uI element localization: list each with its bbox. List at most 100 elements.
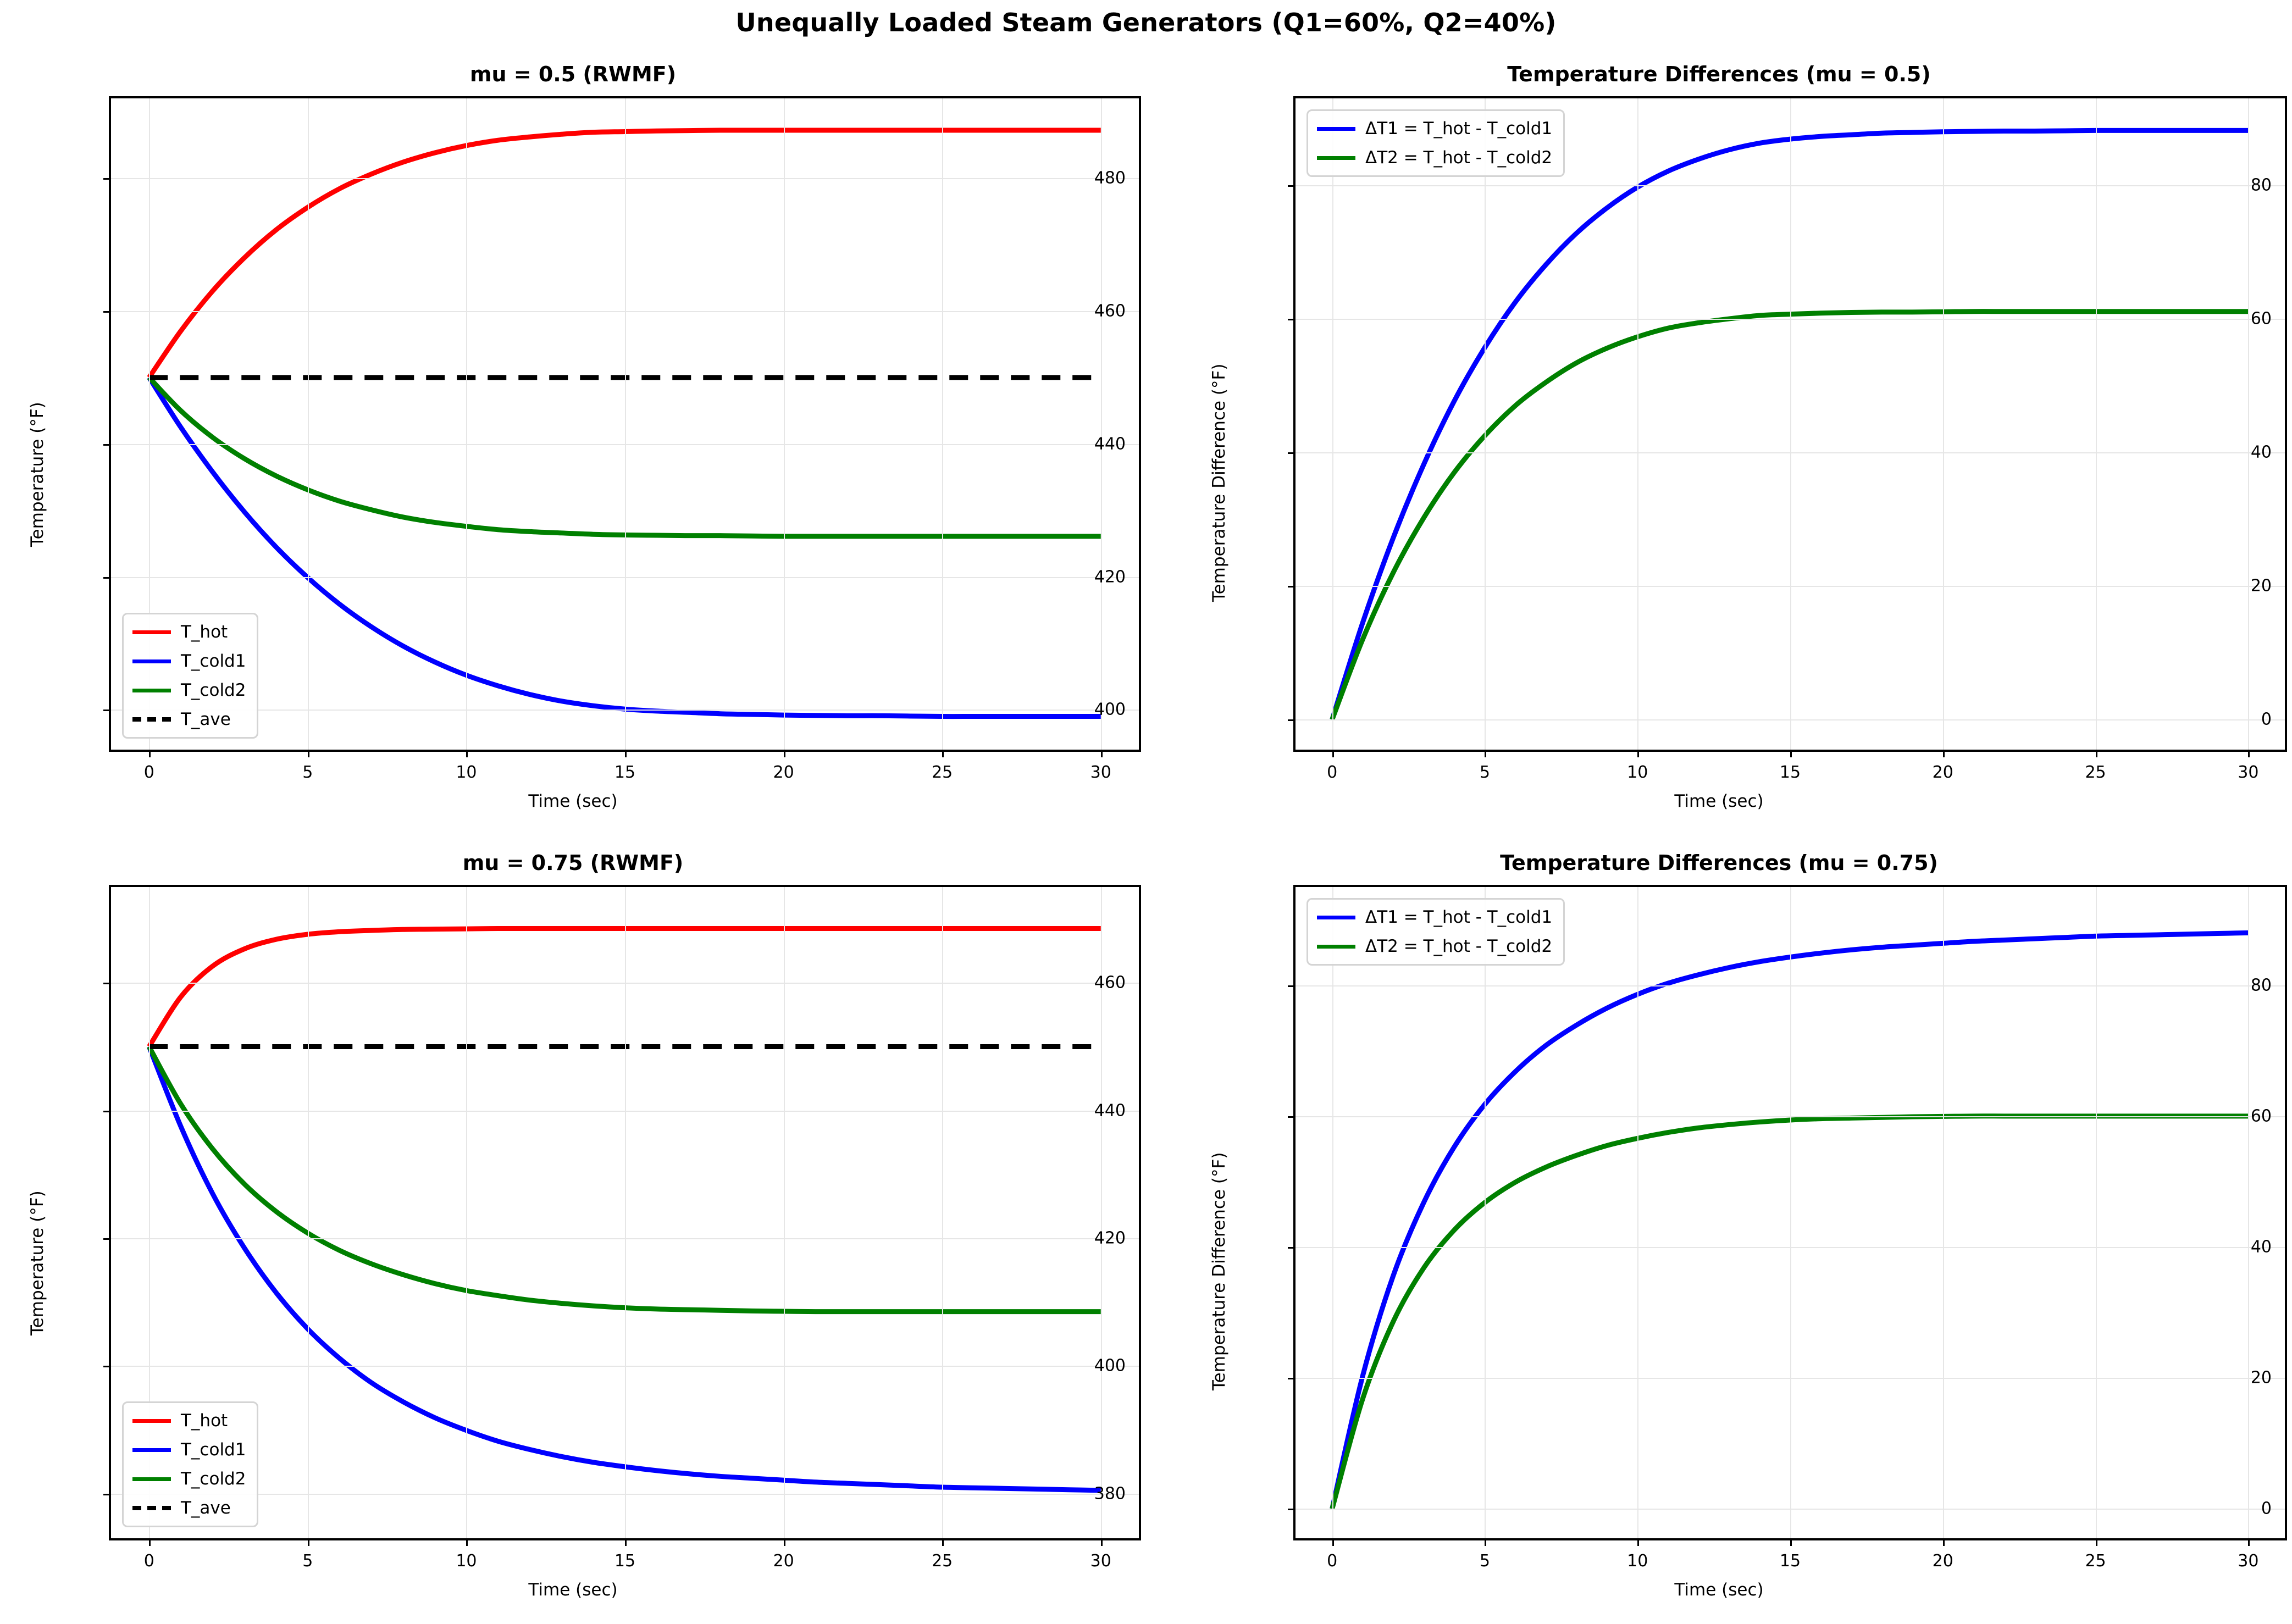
panel-bottom-right: Temperature Differences (mu = 0.75) ΔT1 … <box>1146 841 2292 1610</box>
x-tick-mark <box>1485 750 1487 757</box>
legend-item[interactable]: ΔT1 = T_hot - T_cold1 <box>1317 119 1552 138</box>
y-tick-mark <box>103 1238 111 1240</box>
y-tick-label: 420 <box>1094 567 1126 587</box>
y-tick-label: 420 <box>1094 1228 1126 1248</box>
axes-bottom-right: ΔT1 = T_hot - T_cold1 ΔT2 = T_hot - T_co… <box>1288 885 2287 1571</box>
y-tick-mark <box>103 710 111 712</box>
gridline-vertical <box>149 887 151 1538</box>
gridline-vertical <box>307 98 309 750</box>
y-tick-mark <box>1288 1247 1296 1249</box>
gridline-vertical <box>783 887 785 1538</box>
plot-area-bottom-right <box>1296 887 2285 1538</box>
y-tick-label: 80 <box>2250 175 2272 195</box>
y-tick-label: 20 <box>2250 576 2272 596</box>
legend-label-t-hot: T_hot <box>181 622 228 642</box>
panel-bottom-right-title: Temperature Differences (mu = 0.75) <box>1500 851 1938 875</box>
x-tick-mark <box>1485 1538 1487 1546</box>
legend-top-left[interactable]: T_hot T_cold1 T_cold2 T_ave <box>122 613 259 739</box>
x-tick-label: 25 <box>2085 763 2106 782</box>
y-tick-label: 440 <box>1094 1101 1126 1121</box>
legend-item[interactable]: T_ave <box>132 1498 246 1518</box>
gridline-vertical <box>466 98 468 750</box>
legend-label-t-cold2: T_cold2 <box>181 680 246 700</box>
legend-bottom-left[interactable]: T_hot T_cold1 T_cold2 T_ave <box>122 1401 259 1527</box>
plot-area-top-right <box>1296 98 2285 750</box>
x-tick-label: 0 <box>1327 763 1338 782</box>
legend-top-right[interactable]: ΔT1 = T_hot - T_cold1 ΔT2 = T_hot - T_co… <box>1306 109 1565 177</box>
x-tick-mark <box>2248 1538 2250 1546</box>
gridline-vertical <box>1790 887 1791 1538</box>
y-tick-label: 0 <box>2261 1499 2272 1518</box>
y-tick-mark <box>103 1110 111 1112</box>
legend-item[interactable]: ΔT2 = T_hot - T_cold2 <box>1317 148 1552 168</box>
y-tick-label: 60 <box>2250 1106 2272 1126</box>
legend-item[interactable]: T_ave <box>132 710 246 729</box>
x-tick-mark <box>783 750 785 757</box>
panel-bottom-left-title: mu = 0.75 (RWMF) <box>462 851 684 875</box>
legend-item[interactable]: T_cold2 <box>132 1469 246 1489</box>
legend-item[interactable]: T_cold1 <box>132 1440 246 1460</box>
gridline-vertical <box>2248 887 2250 1538</box>
series-line-t1-t-hot-t-cold1 <box>1330 128 2249 720</box>
x-tick-mark <box>1100 750 1103 757</box>
xlabel-bottom-left: Time (sec) <box>528 1580 618 1600</box>
y-tick-label: 480 <box>1094 168 1126 188</box>
y-tick-mark <box>103 444 111 446</box>
x-tick-mark <box>307 1538 309 1546</box>
x-tick-mark <box>1942 1538 1945 1546</box>
legend-item[interactable]: ΔT1 = T_hot - T_cold1 <box>1317 907 1552 927</box>
legend-item[interactable]: T_cold1 <box>132 651 246 671</box>
legend-item[interactable]: T_hot <box>132 622 246 642</box>
legend-swatch-t-cold2 <box>132 1477 171 1481</box>
y-tick-label: 380 <box>1094 1484 1126 1504</box>
x-tick-label: 15 <box>614 1551 636 1571</box>
plot-area-bottom-left <box>111 887 1139 1538</box>
curves-top-right <box>1330 128 2249 720</box>
x-tick-label: 30 <box>2238 1551 2259 1571</box>
gridline-vertical <box>1637 887 1639 1538</box>
legend-swatch-t-cold2 <box>132 688 171 692</box>
x-tick-mark <box>2095 750 2097 757</box>
y-tick-mark <box>1288 1116 1296 1118</box>
gridline-vertical <box>307 887 309 1538</box>
x-tick-mark <box>1790 1538 1792 1546</box>
x-tick-label: 20 <box>773 1551 794 1571</box>
x-tick-label: 5 <box>302 1551 313 1571</box>
y-tick-mark <box>103 178 111 180</box>
axes-top-right: ΔT1 = T_hot - T_cold1 ΔT2 = T_hot - T_co… <box>1288 96 2287 782</box>
x-tick-label: 0 <box>143 1551 154 1571</box>
gridline-vertical <box>625 98 626 750</box>
y-tick-mark <box>103 311 111 313</box>
y-tick-label: 440 <box>1094 434 1126 454</box>
figure-suptitle: Unequally Loaded Steam Generators (Q1=60… <box>735 8 1557 37</box>
legend-item[interactable]: T_hot <box>132 1411 246 1431</box>
x-tick-mark <box>2095 1538 2097 1546</box>
series-line-t2-t-hot-t-cold2 <box>1330 309 2249 720</box>
series-line-t-cold2 <box>147 375 1101 539</box>
legend-swatch-delta-t1 <box>1317 126 1355 131</box>
legend-bottom-right[interactable]: ΔT1 = T_hot - T_cold1 ΔT2 = T_hot - T_co… <box>1306 898 1565 966</box>
y-tick-mark <box>1288 719 1296 722</box>
legend-swatch-delta-t2 <box>1317 156 1355 160</box>
series-line-t-hot <box>147 925 1101 1048</box>
panel-top-left-title: mu = 0.5 (RWMF) <box>469 62 677 86</box>
x-tick-mark <box>1942 750 1945 757</box>
y-tick-label: 80 <box>2250 975 2272 995</box>
gridline-vertical <box>1790 98 1791 750</box>
legend-item[interactable]: T_cold2 <box>132 680 246 700</box>
legend-label-delta-t2: ΔT2 = T_hot - T_cold2 <box>1365 936 1553 956</box>
x-tick-mark <box>942 1538 944 1546</box>
legend-item[interactable]: ΔT2 = T_hot - T_cold2 <box>1317 936 1552 956</box>
legend-label-delta-t2: ΔT2 = T_hot - T_cold2 <box>1365 148 1553 168</box>
ylabel-top-left: Temperature (°F) <box>27 402 47 547</box>
x-tick-label: 0 <box>143 763 154 782</box>
legend-swatch-delta-t1 <box>1317 915 1355 919</box>
x-tick-mark <box>149 1538 151 1546</box>
x-tick-label: 30 <box>2238 763 2259 782</box>
gridline-vertical <box>625 887 626 1538</box>
series-line-t-cold1 <box>147 376 1101 719</box>
y-tick-label: 400 <box>1094 1356 1126 1376</box>
legend-swatch-t-cold1 <box>132 1448 171 1452</box>
x-tick-label: 15 <box>1779 1551 1801 1571</box>
x-tick-mark <box>1100 1538 1103 1546</box>
